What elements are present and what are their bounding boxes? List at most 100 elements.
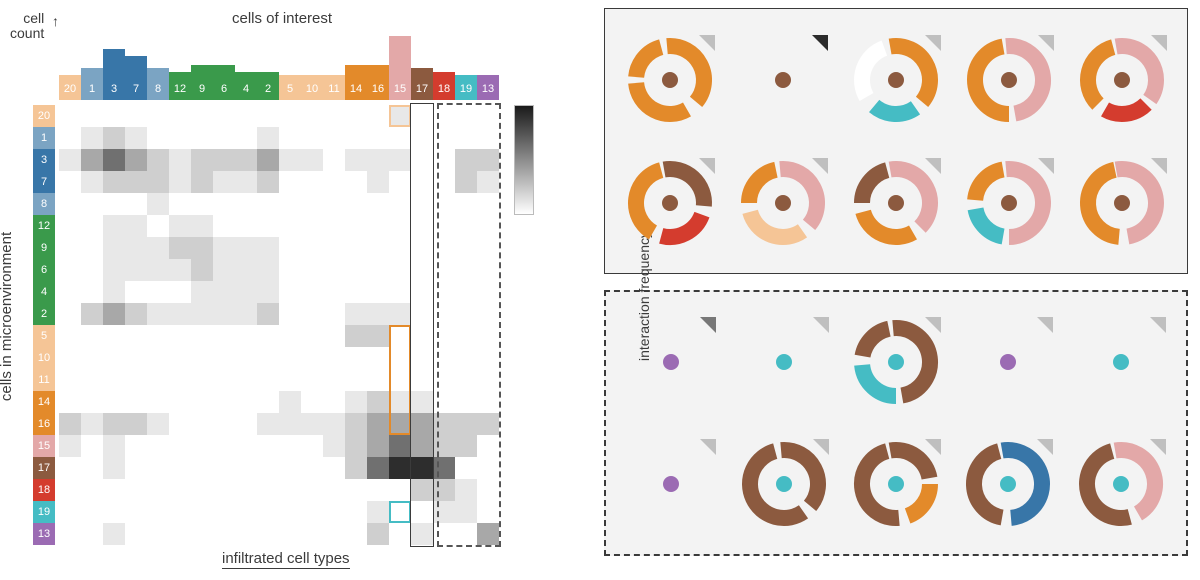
heatmap-cell [345,171,367,193]
heatmap-cell [235,259,257,281]
heatmap-cell [279,237,301,259]
heatmap-cell [191,347,213,369]
heatmap-cell [323,149,345,171]
heatmap-cell [169,501,191,523]
heatmap-cell [169,369,191,391]
heatmap-cell [323,303,345,325]
col-header: 6 [213,78,235,100]
bar [103,49,125,78]
col-header: 4 [235,78,257,100]
heatmap-cell [323,501,345,523]
heatmap-cell [125,369,147,391]
heatmap-cell [169,523,191,545]
heatmap-cell [213,237,235,259]
donut-glyph [849,437,943,531]
heatmap-cell [367,523,389,545]
heatmap-cell [125,413,147,435]
heatmap-cell [279,325,301,347]
heatmap-cell [103,237,125,259]
heatmap-cell [411,369,433,391]
heatmap-cell [191,457,213,479]
heatmap-cell [433,347,455,369]
heatmap-cell [301,259,323,281]
heatmap-cell [59,215,81,237]
heatmap-cell [455,259,477,281]
col-header: 14 [345,78,367,100]
heatmap-cell [389,325,411,347]
heatmap-cell [103,193,125,215]
heatmap-cell [389,369,411,391]
row-header: 15 [33,435,55,457]
triangle-icon [1037,317,1053,333]
heatmap-cell [279,171,301,193]
heatmap-cell [389,391,411,413]
heatmap-cell [213,259,235,281]
heatmap-cell [345,347,367,369]
donut-glyph [849,315,943,409]
heatmap-cell [301,149,323,171]
heatmap-cell [125,501,147,523]
heatmap-cell [81,347,103,369]
heatmap-cell [433,457,455,479]
heatmap-cell [279,105,301,127]
heatmap-cell [103,215,125,237]
heatmap-cell [125,193,147,215]
donut-glyph [1075,33,1169,127]
bar [367,65,389,78]
heatmap-cell [59,325,81,347]
heatmap-cell [235,369,257,391]
heatmap-cell [103,281,125,303]
heatmap-cell [235,105,257,127]
heatmap-cell [301,457,323,479]
heatmap-cell [191,237,213,259]
donut-glyph [623,156,717,250]
heatmap-cell [411,391,433,413]
heatmap-cell [235,215,257,237]
heatmap-cell [81,281,103,303]
triangle-icon [925,35,941,51]
heatmap-cell [477,215,499,237]
heatmap-cell [103,347,125,369]
heatmap-cell [301,303,323,325]
heatmap-cell [323,347,345,369]
heatmap-cell [213,325,235,347]
heatmap-cell [257,325,279,347]
heatmap-cell [367,215,389,237]
heatmap-cell [213,149,235,171]
col-header: 18 [433,78,455,100]
donut-glyph [1075,156,1169,250]
heatmap-cell [323,325,345,347]
heatmap-cell [455,435,477,457]
row-header: 7 [33,171,55,193]
heatmap-cell [345,303,367,325]
col-header: 16 [367,78,389,100]
heatmap-cell [279,149,301,171]
heatmap-cell [367,171,389,193]
heatmap-cell [367,237,389,259]
donut-glyph [736,33,830,127]
heatmap-cell [59,105,81,127]
heatmap-cell [147,347,169,369]
heatmap-cell [323,457,345,479]
heatmap-cell [279,435,301,457]
heatmap-cell [213,347,235,369]
heatmap-cell [235,281,257,303]
heatmap-cell [125,391,147,413]
heatmap-cell [345,457,367,479]
heatmap-cell [323,391,345,413]
heatmap-cell [389,303,411,325]
heatmap-cell [103,523,125,545]
heatmap-cell [169,171,191,193]
heatmap-cell [279,479,301,501]
heatmap-cell [433,281,455,303]
bar [191,65,213,78]
heatmap-cell [125,237,147,259]
triangle-icon [699,158,715,174]
heatmap-cell [191,193,213,215]
heatmap-cell [477,325,499,347]
heatmap-cell [301,105,323,127]
heatmap-cell [191,259,213,281]
heatmap-cell [367,413,389,435]
heatmap-cell [477,171,499,193]
heatmap-cell [235,523,257,545]
